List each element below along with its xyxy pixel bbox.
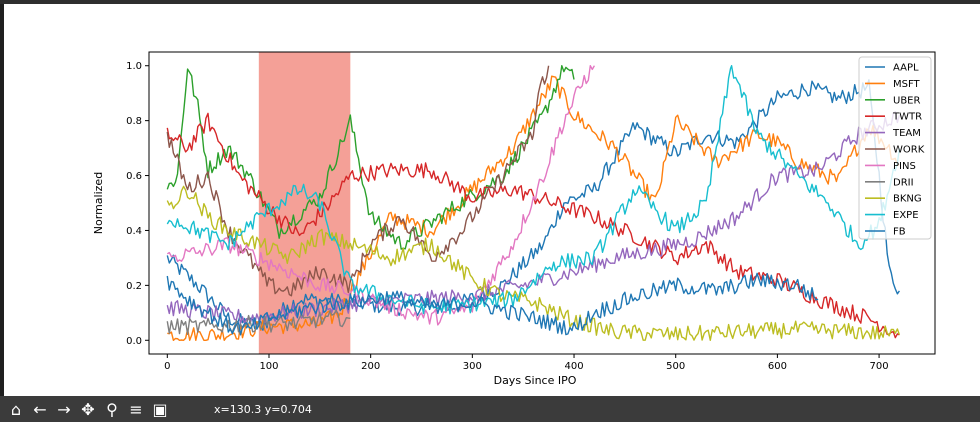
x-tick-label: 600 bbox=[768, 361, 787, 372]
zoom-magnifier-icon: ⚲ bbox=[106, 399, 118, 419]
configure-subplots-icon: ≡ bbox=[129, 399, 143, 419]
pan-move-icon: ✥ bbox=[81, 399, 95, 419]
legend-label-aapl: AAPL bbox=[893, 63, 919, 74]
window-title-strip bbox=[0, 0, 980, 4]
y-tick-label: 1.0 bbox=[126, 61, 142, 72]
series-line-uber bbox=[166, 64, 575, 250]
legend-label-bkng: BKNG bbox=[893, 194, 922, 205]
series-lines-layer bbox=[166, 64, 901, 341]
x-tick-label: 200 bbox=[361, 361, 380, 372]
back-arrow-button[interactable]: ← bbox=[28, 397, 52, 421]
y-tick-label: 0.8 bbox=[126, 116, 142, 127]
x-tick-label: 500 bbox=[666, 361, 685, 372]
series-line-fb bbox=[166, 272, 819, 336]
home-icon: ⌂ bbox=[10, 399, 22, 419]
series-line-expe bbox=[166, 64, 901, 315]
x-axis-ticks: 0 100 200 300 400 500 600 700 bbox=[164, 354, 889, 372]
window-left-edge bbox=[0, 4, 4, 396]
y-tick-label: 0.0 bbox=[126, 336, 142, 347]
line-chart: 0 100 200 300 400 500 600 700 0.0 0.2 0.4 0.6 0.8 1.… bbox=[92, 51, 936, 387]
series-line-twtr bbox=[166, 112, 900, 339]
x-tick-label: 100 bbox=[259, 361, 278, 372]
legend-label-drii: DRII bbox=[893, 177, 914, 188]
y-tick-label: 0.6 bbox=[126, 171, 142, 182]
legend-label-msft: MSFT bbox=[893, 79, 921, 90]
back-arrow-icon: ← bbox=[33, 399, 47, 419]
legend-label-team: TEAM bbox=[892, 128, 921, 139]
cursor-coordinates-readout: x=130.3 y=0.704 bbox=[214, 402, 312, 416]
legend-label-fb: FB bbox=[893, 227, 906, 238]
x-axis-label: Days Since IPO bbox=[494, 374, 577, 387]
series-line-pins bbox=[166, 64, 596, 326]
legend-label-work: WORK bbox=[893, 145, 925, 156]
legend-label-pins: PINS bbox=[893, 161, 916, 172]
x-tick-label: 400 bbox=[564, 361, 583, 372]
y-axis-ticks: 0.0 0.2 0.4 0.6 0.8 1.0 bbox=[126, 61, 149, 347]
forward-arrow-button[interactable]: → bbox=[52, 397, 76, 421]
save-figure-icon: ▣ bbox=[152, 399, 168, 419]
save-figure-button[interactable]: ▣ bbox=[148, 397, 172, 421]
home-button[interactable]: ⌂ bbox=[4, 397, 28, 421]
legend-label-uber: UBER bbox=[893, 95, 920, 106]
x-tick-label: 700 bbox=[870, 361, 889, 372]
y-tick-label: 0.2 bbox=[126, 281, 142, 292]
legend-label-twtr: TWTR bbox=[892, 112, 922, 123]
forward-arrow-icon: → bbox=[57, 399, 71, 419]
x-tick-label: 0 bbox=[164, 361, 170, 372]
axes-frame bbox=[148, 51, 936, 355]
y-tick-label: 0.4 bbox=[126, 226, 142, 237]
series-line-bkng bbox=[166, 185, 901, 341]
legend: AAPL MSFT UBER TWTR TEAM WORK PINS DRII BKNG EXPE… bbox=[858, 56, 932, 240]
legend-label-expe: EXPE bbox=[893, 210, 919, 221]
pan-move-button[interactable]: ✥ bbox=[76, 397, 100, 421]
legend-box bbox=[858, 56, 932, 240]
zoom-magnifier-button[interactable]: ⚲ bbox=[100, 397, 124, 421]
configure-subplots-button[interactable]: ≡ bbox=[124, 397, 148, 421]
y-axis-label: Normalized bbox=[92, 172, 105, 234]
navigation-toolbar: ⌂ ← → ✥ ⚲ ≡ ▣ x=130.3 y=0.704 bbox=[0, 396, 980, 422]
x-tick-label: 300 bbox=[463, 361, 482, 372]
